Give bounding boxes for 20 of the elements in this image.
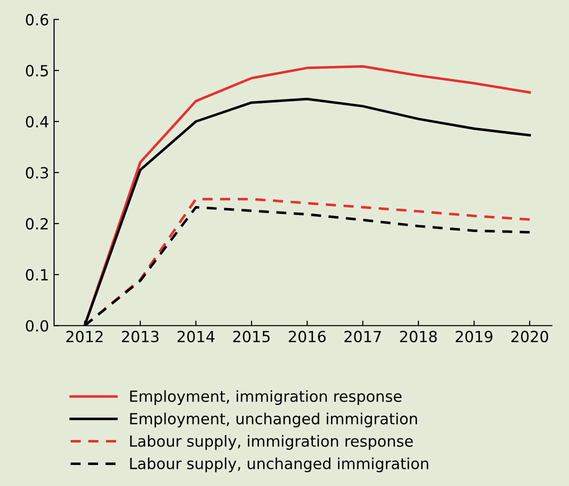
- x-tick-label: 2018: [400, 330, 437, 342]
- x-tick-label: 2016: [288, 330, 326, 342]
- x-tick-label: 2020: [511, 330, 548, 342]
- x-tick-label: 2012: [66, 330, 103, 342]
- y-tick-label: 0.5: [26, 64, 48, 76]
- y-tick-label: 0.4: [26, 116, 48, 128]
- legend-label: Labour supply, unchanged immigration: [130, 457, 428, 472]
- y-tick-label: 0.2: [26, 218, 48, 230]
- legend-label: Employment, unchanged immigration: [130, 412, 417, 428]
- legend-label: Employment, immigration response: [130, 390, 402, 405]
- x-tick-label: 2013: [122, 330, 158, 342]
- x-tick-label: 2017: [344, 330, 381, 342]
- legend-label: Labour supply, immigration response: [130, 435, 413, 450]
- x-tick-label: 2014: [178, 330, 214, 342]
- y-tick-label: 0.1: [26, 269, 48, 281]
- y-tick-label: 0.3: [26, 166, 48, 179]
- y-tick-label: 0.0: [26, 320, 48, 332]
- x-tick-label: 2015: [233, 330, 270, 342]
- y-tick-label: 0.6: [26, 14, 48, 26]
- x-tick-label: 2019: [456, 330, 492, 342]
